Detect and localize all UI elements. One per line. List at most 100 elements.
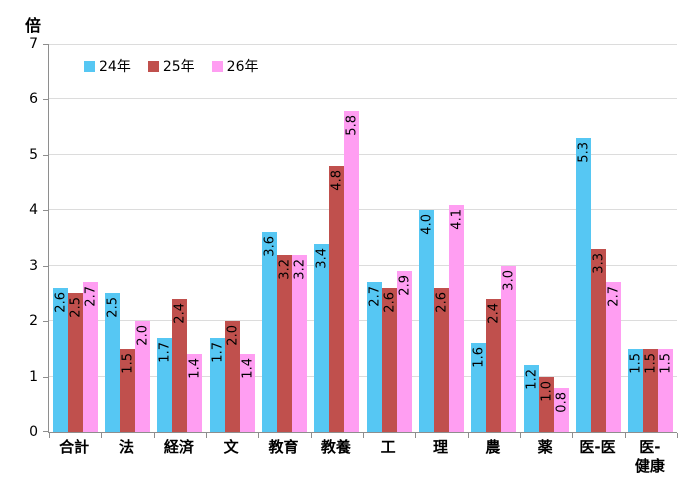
bar-25年-医-健康: 1.5 bbox=[643, 349, 658, 432]
bar-25年-医-医: 3.3 bbox=[591, 249, 606, 432]
bar-25年-合計: 2.5 bbox=[68, 293, 83, 432]
bar-25年-理: 2.6 bbox=[434, 288, 449, 432]
x-tick-mark bbox=[468, 433, 469, 438]
value-label: 5.3 bbox=[576, 142, 591, 163]
bar-25年-薬: 1.0 bbox=[539, 377, 554, 432]
bar-25年-文: 2.0 bbox=[225, 321, 240, 432]
value-label: 4.1 bbox=[449, 209, 464, 230]
value-label: 3.2 bbox=[277, 259, 292, 280]
gridline bbox=[49, 265, 677, 266]
y-tick-mark bbox=[43, 431, 48, 432]
value-label: 2.6 bbox=[434, 292, 449, 313]
x-category-label: 合計 bbox=[59, 438, 90, 456]
x-tick-mark bbox=[206, 433, 207, 438]
value-label: 2.9 bbox=[397, 275, 412, 296]
bar-25年-法: 1.5 bbox=[120, 349, 135, 432]
legend-label: 24年 bbox=[99, 59, 131, 75]
y-tick-label: 4 bbox=[29, 202, 38, 218]
y-tick-mark bbox=[43, 321, 48, 322]
legend-item-24年: 24年 bbox=[84, 56, 131, 76]
value-label: 4.0 bbox=[419, 214, 434, 235]
value-label: 2.7 bbox=[606, 286, 621, 307]
value-label: 1.0 bbox=[539, 381, 554, 402]
bar-24年-医-医: 5.3 bbox=[576, 138, 591, 432]
legend-marker bbox=[211, 60, 223, 72]
x-category-label: 工 bbox=[380, 438, 396, 456]
legend-label: 26年 bbox=[226, 59, 259, 75]
y-tick-mark bbox=[43, 44, 48, 45]
x-tick-mark bbox=[363, 433, 364, 438]
value-label: 1.4 bbox=[187, 358, 202, 379]
legend-item-26年: 26年 bbox=[211, 56, 259, 76]
bar-25年-経済: 2.4 bbox=[172, 299, 187, 432]
value-label: 1.7 bbox=[210, 342, 225, 363]
x-tick-mark bbox=[101, 433, 102, 438]
bar-24年-理: 4.0 bbox=[419, 210, 434, 432]
value-label: 1.5 bbox=[120, 353, 135, 374]
legend: 24年 25年 26年 bbox=[84, 56, 258, 76]
y-tick-label: 6 bbox=[29, 91, 38, 107]
bar-24年-工: 2.7 bbox=[367, 282, 382, 432]
bar-24年-合計: 2.6 bbox=[53, 288, 68, 432]
gridline bbox=[49, 376, 677, 377]
value-label: 1.4 bbox=[240, 358, 255, 379]
x-category-label: 教育 bbox=[268, 438, 299, 456]
x-tick-mark bbox=[311, 433, 312, 438]
legend-marker bbox=[84, 60, 95, 72]
gridline bbox=[49, 44, 677, 45]
x-category-label: 理 bbox=[432, 438, 448, 456]
x-category-label: 文 bbox=[223, 438, 239, 456]
bar-24年-薬: 1.2 bbox=[524, 365, 539, 432]
bar-24年-教育: 3.6 bbox=[262, 232, 277, 432]
x-tick-mark bbox=[677, 433, 678, 438]
x-category-label: 薬 bbox=[537, 438, 553, 456]
bar-26年-教育: 3.2 bbox=[292, 255, 307, 432]
value-label: 2.0 bbox=[225, 325, 240, 346]
value-label: 1.5 bbox=[628, 353, 643, 374]
value-label: 2.4 bbox=[172, 303, 187, 324]
bar-26年-合計: 2.7 bbox=[83, 282, 98, 432]
bar-24年-教養: 3.4 bbox=[314, 244, 329, 432]
bar-24年-法: 2.5 bbox=[105, 293, 120, 432]
value-label: 1.7 bbox=[157, 342, 172, 363]
y-tick-label: 5 bbox=[29, 147, 38, 163]
value-label: 1.5 bbox=[643, 353, 658, 374]
value-label: 3.0 bbox=[501, 270, 516, 291]
x-category-label: 教養 bbox=[320, 438, 351, 456]
bar-26年-医-健康: 1.5 bbox=[658, 349, 673, 432]
y-tick-label: 2 bbox=[29, 313, 38, 329]
value-label: 2.5 bbox=[68, 297, 83, 318]
value-label: 2.5 bbox=[105, 297, 120, 318]
bar-25年-工: 2.6 bbox=[382, 288, 397, 432]
bar-24年-医-健康: 1.5 bbox=[628, 349, 643, 432]
y-tick-label: 0 bbox=[29, 424, 38, 440]
x-category-label: 医-医 bbox=[579, 438, 616, 456]
gridline bbox=[49, 154, 677, 155]
gridline bbox=[49, 209, 677, 210]
x-tick-mark bbox=[520, 433, 521, 438]
y-tick-label: 1 bbox=[29, 369, 38, 385]
value-label: 0.8 bbox=[554, 392, 569, 413]
x-tick-mark bbox=[415, 433, 416, 438]
value-label: 2.7 bbox=[83, 286, 98, 307]
value-label: 1.5 bbox=[658, 353, 673, 374]
bar-25年-教育: 3.2 bbox=[277, 255, 292, 432]
x-tick-mark bbox=[625, 433, 626, 438]
value-label: 2.7 bbox=[367, 286, 382, 307]
legend-item-25年: 25年 bbox=[147, 56, 195, 76]
x-category-label: 農 bbox=[485, 438, 501, 456]
legend-marker bbox=[147, 60, 159, 72]
legend-label: 25年 bbox=[162, 59, 195, 75]
gridline bbox=[49, 98, 677, 99]
y-tick-mark bbox=[43, 155, 48, 156]
x-category-label: 経済 bbox=[163, 438, 194, 456]
bar-26年-医-医: 2.7 bbox=[606, 282, 621, 432]
value-label: 2.0 bbox=[135, 325, 150, 346]
value-label: 3.6 bbox=[262, 236, 277, 257]
bar-26年-経済: 1.4 bbox=[187, 354, 202, 432]
bar-25年-農: 2.4 bbox=[486, 299, 501, 432]
x-tick-mark bbox=[258, 433, 259, 438]
bar-24年-文: 1.7 bbox=[210, 338, 225, 432]
value-label: 4.8 bbox=[329, 170, 344, 191]
